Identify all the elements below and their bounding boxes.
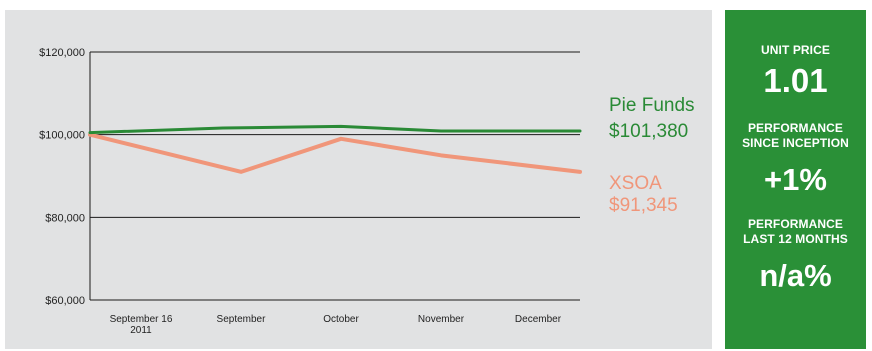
line-chart: $120,000 $100,000 $80,000 $60,000 September …: [39, 47, 695, 336]
performance-inception-label: PERFORMANCE SINCE INCEPTION: [725, 121, 866, 151]
x-tick-label: December: [515, 314, 562, 325]
y-tick-label: $80,000: [45, 212, 85, 224]
series-value-label: $91,345: [609, 195, 678, 216]
performance-12m-label-text: PERFORMANCE LAST 12 MONTHS: [743, 217, 848, 246]
y-tick-label: $100,000: [39, 130, 85, 142]
series-line-xsoa: [88, 132, 582, 174]
y-tick-label: $120,000: [39, 47, 85, 59]
x-tick-label: September 16 2011: [110, 314, 173, 336]
performance-12m-label: PERFORMANCE LAST 12 MONTHS: [725, 217, 866, 247]
y-tick-label: $60,000: [45, 295, 85, 307]
x-tick-label: October: [323, 314, 359, 325]
x-tick-label: September: [217, 314, 267, 325]
performance-12m-value: n/a%: [759, 258, 832, 293]
series-line-pie-funds: [88, 124, 582, 135]
performance-inception-value: +1%: [764, 162, 827, 197]
unit-price-label: UNIT PRICE: [760, 43, 830, 57]
unit-price-value: 1.01: [763, 62, 828, 99]
stats-panel: UNIT PRICE 1.01 PERFORMANCE SINCE INCEPT…: [725, 10, 866, 349]
x-tick-label: November: [418, 314, 465, 325]
series-name-label: XSOA: [609, 173, 662, 194]
series-value-label: $101,380: [609, 121, 688, 142]
chart-panel: $120,000 $100,000 $80,000 $60,000 September …: [5, 10, 712, 349]
performance-inception-label-text: PERFORMANCE SINCE INCEPTION: [742, 121, 849, 150]
series-name-label: Pie Funds: [609, 95, 695, 116]
